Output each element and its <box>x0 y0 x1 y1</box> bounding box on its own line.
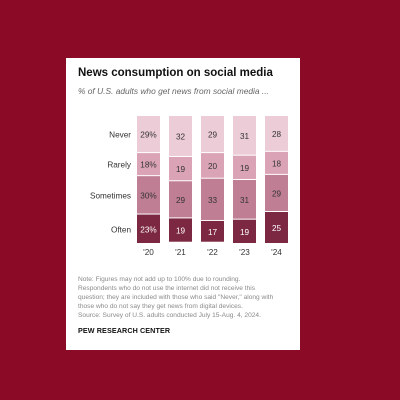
x-tick-label: '21 <box>175 248 186 257</box>
data-label: 19 <box>240 228 250 237</box>
data-label: 28 <box>272 130 282 139</box>
bar-segment-sometimes <box>169 181 192 218</box>
data-label: 18% <box>140 161 156 170</box>
pew-logo: PEW RESEARCH CENTER <box>78 326 171 335</box>
data-label: 32 <box>176 132 186 141</box>
data-label: 20 <box>208 162 218 171</box>
data-label: 30% <box>140 191 156 200</box>
note-line: Note: Figures may not add up to 100% due… <box>78 276 241 283</box>
chart-subtitle: % of U.S. adults who get news from socia… <box>78 86 269 96</box>
note-line: those who do not say they get news from … <box>78 303 243 311</box>
bar-segment-often <box>201 220 224 242</box>
series-label-sometimes: Sometimes <box>90 191 131 200</box>
x-tick-label: '23 <box>239 248 250 257</box>
data-label: 29 <box>176 196 186 205</box>
data-label: 17 <box>208 228 218 237</box>
bar-segment-rarely <box>137 153 160 176</box>
bar-segment-sometimes <box>137 176 160 214</box>
note-line: question; they are included with those w… <box>78 294 274 302</box>
data-label: 33 <box>208 196 218 205</box>
bar-segment-never <box>265 116 288 151</box>
x-tick-label: '22 <box>207 248 218 257</box>
data-label: 19 <box>176 227 186 236</box>
data-label: 23% <box>140 225 156 234</box>
data-label: 29 <box>208 131 218 140</box>
bar-segment-often <box>265 212 288 243</box>
bar-segment-sometimes <box>201 178 224 220</box>
series-label-never: Never <box>109 131 131 140</box>
bar-segment-sometimes <box>233 180 256 219</box>
data-label: 18 <box>272 159 282 168</box>
bar-segment-rarely <box>169 156 192 181</box>
note-line: Source: Survey of U.S. adults conducted … <box>78 312 261 320</box>
bar-segment-sometimes <box>265 174 288 211</box>
data-label: 31 <box>240 132 250 141</box>
data-label: 31 <box>240 196 250 205</box>
x-tick-label: '20 <box>143 248 154 257</box>
data-label: 25 <box>272 224 282 233</box>
series-label-rarely: Rarely <box>107 161 132 170</box>
chart-card: News consumption on social media % of U.… <box>66 58 300 350</box>
stacked-bar-chart: 29% 18% 30% 23% '20 32 19 29 19 '21 29 20 33 17 '22 31 1… <box>90 116 288 257</box>
x-tick-label: '24 <box>271 248 282 257</box>
bar-segment-often <box>233 219 256 243</box>
bar-segment-often <box>169 218 192 242</box>
data-label: 29% <box>140 131 156 140</box>
bar-segment-rarely <box>233 155 256 179</box>
note-line: Respondents who do not use the internet … <box>78 285 256 293</box>
bar-segment-rarely <box>265 151 288 174</box>
chart-note: Note: Figures may not add up to 100% due… <box>78 275 293 320</box>
bar-segment-rarely <box>201 153 224 178</box>
bar-segment-never <box>137 116 160 153</box>
data-label: 29 <box>272 189 282 198</box>
bar-segment-never <box>233 116 256 155</box>
chart-title: News consumption on social media <box>78 67 273 79</box>
bar-segment-never <box>201 116 224 153</box>
bar-segment-often <box>137 214 160 243</box>
bar-segment-never <box>169 116 192 156</box>
series-label-often: Often <box>111 225 131 234</box>
data-label: 19 <box>240 164 250 173</box>
data-label: 19 <box>176 165 186 174</box>
